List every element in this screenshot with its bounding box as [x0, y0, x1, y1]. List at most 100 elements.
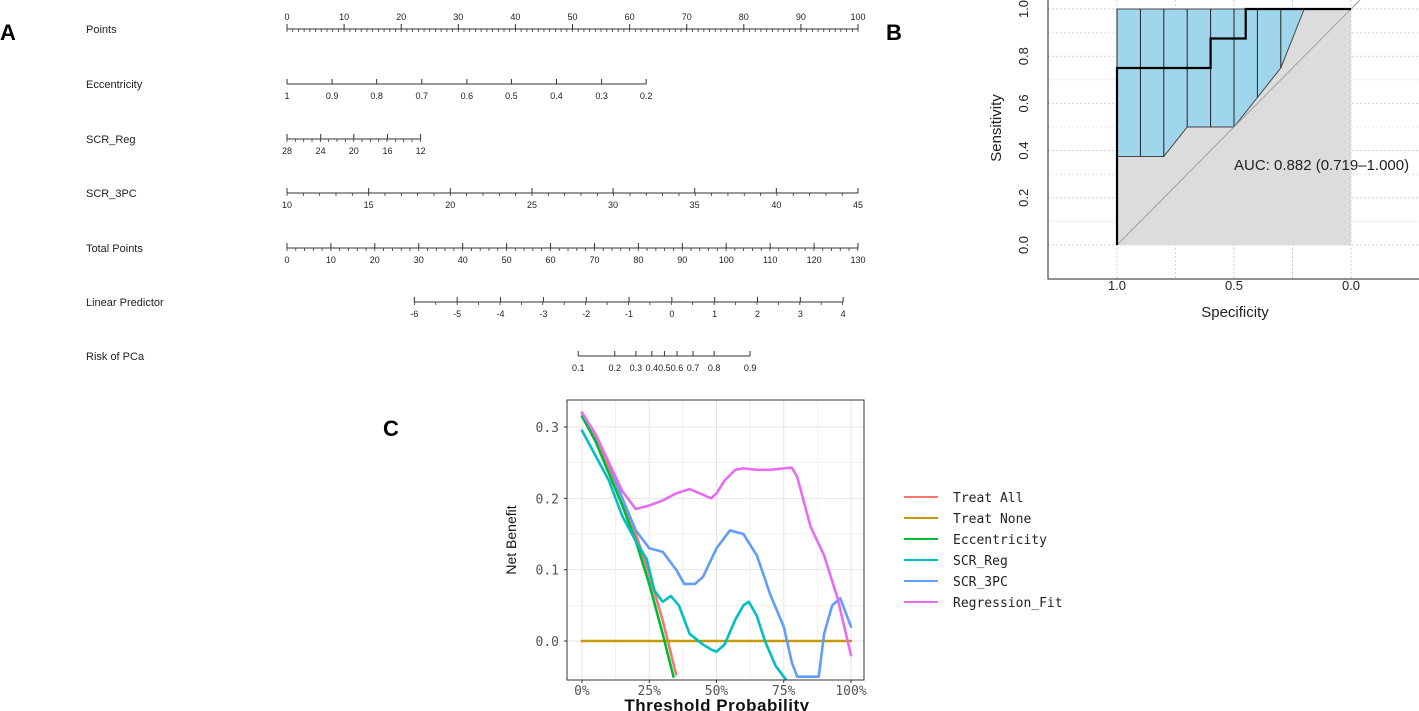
- nomogram-tick-label: 70: [682, 12, 692, 22]
- nomogram-tick-label: 0.4: [646, 363, 659, 373]
- roc-x-tick-label: 0.0: [1342, 278, 1360, 293]
- nomogram-tick-label: 100: [719, 255, 734, 265]
- nomogram-tick-label: 0.5: [505, 91, 518, 101]
- nomogram-tick-label: 10: [326, 255, 336, 265]
- roc-frame: [1047, 0, 1419, 280]
- roc-x-axis-label: Specificity: [1201, 304, 1269, 321]
- nomogram-tick-label: 60: [546, 255, 556, 265]
- nomogram-tick-label: 50: [502, 255, 512, 265]
- nomogram-tick-label: 70: [589, 255, 599, 265]
- nomogram-tick-label: 20: [396, 12, 406, 22]
- nomogram-tick-label: 15: [364, 200, 374, 210]
- nomogram-tick-label: 80: [739, 12, 749, 22]
- dca-x-tick-label: 50%: [705, 684, 729, 699]
- nomogram-tick-label: 0.1: [572, 363, 585, 373]
- nomogram-tick-label: 90: [796, 12, 806, 22]
- dca-x-axis-label: Threshold Probability: [624, 696, 809, 711]
- nomogram-tick-label: 120: [807, 255, 822, 265]
- nomogram-row-label-3: SCR_Reg: [86, 134, 136, 146]
- dca-x-tick-label: 0%: [574, 684, 590, 699]
- dca-series-line-5: [580, 411, 853, 678]
- nomogram-tick-label: 28: [282, 146, 292, 156]
- nomogram-tick-label: 30: [414, 255, 424, 265]
- nomogram-tick-label: 35: [690, 200, 700, 210]
- nomogram-tick-label: 0.3: [595, 91, 608, 101]
- nomogram-tick-label: 0.7: [415, 91, 428, 101]
- roc-auc-annotation: AUC: 0.882 (0.719–1.000): [1234, 157, 1409, 174]
- nomogram-tick-label: 24: [316, 146, 326, 156]
- roc-y-tick-label: 0.4: [1016, 142, 1031, 160]
- nomogram-tick-label: 0: [284, 12, 289, 22]
- roc-x-tick-label: 1.0: [1108, 278, 1126, 293]
- nomogram-tick-label: 0.8: [370, 91, 383, 101]
- nomogram-tick-label: 40: [771, 200, 781, 210]
- nomogram-row-label-4: SCR_3PC: [86, 188, 137, 200]
- dca-series-line-3: [580, 414, 675, 678]
- nomogram-tick-label: 3: [798, 309, 803, 319]
- nomogram-tick-label: 0.9: [326, 91, 339, 101]
- nomogram-tick-label: 0.6: [461, 91, 474, 101]
- dca-series-line-4: [580, 429, 788, 680]
- nomogram-tick-label: -1: [625, 309, 633, 319]
- nomogram-tick-label: 10: [339, 12, 349, 22]
- nomogram-tick-label: 0.6: [671, 363, 684, 373]
- nomogram-tick-label: 0: [284, 255, 289, 265]
- roc-y-tick-label: 1.0: [1016, 0, 1031, 18]
- nomogram-tick-label: 40: [510, 12, 520, 22]
- roc-diagonal-ext: [1350, 0, 1361, 10]
- panel-label-a: A: [0, 20, 16, 45]
- nomogram-tick-label: 0.2: [640, 91, 653, 101]
- dca-x-tick-label: 100%: [835, 684, 866, 699]
- nomogram-tick-label: 12: [416, 146, 426, 156]
- nomogram-row-label-6: Linear Predictor: [86, 297, 164, 309]
- nomogram-tick-label: 0.8: [708, 363, 721, 373]
- dca-y-tick-label: 0.1: [536, 564, 559, 579]
- nomogram-tick-label: 60: [625, 12, 635, 22]
- dca-lines: [580, 411, 853, 680]
- nomogram-tick-label: 16: [382, 146, 392, 156]
- nomogram-tick-label: 40: [458, 255, 468, 265]
- nomogram-tick-label: 25: [527, 200, 537, 210]
- nomogram-tick-label: 4: [841, 309, 846, 319]
- nomogram-tick-label: 0.3: [630, 363, 643, 373]
- dca-x-tick-label: 25%: [638, 684, 662, 699]
- nomogram-tick-label: 20: [445, 200, 455, 210]
- dca-series-line-6: [580, 411, 853, 657]
- dca-legend-label-2: Treat None: [953, 512, 1031, 527]
- nomogram-tick-label: 110: [763, 255, 777, 265]
- nomogram-tick-label: 0.4: [550, 91, 563, 101]
- dca-legend-label-1: Treat All: [953, 491, 1023, 506]
- roc-y-axis-label: Sensitivity: [988, 94, 1005, 162]
- roc-x-tick-label: 0.5: [1225, 278, 1243, 293]
- nomogram-tick-label: -6: [410, 309, 418, 319]
- nomogram-tick-label: 0.5: [658, 363, 671, 373]
- roc-y-tick-label: 0.0: [1016, 236, 1031, 254]
- panel-label-b: B: [886, 20, 902, 45]
- nomogram-tick-label: 1: [284, 91, 289, 101]
- nomogram-tick-label: 2: [755, 309, 760, 319]
- dca-y-tick-label: 0.0: [536, 635, 559, 650]
- dca-legend-label-3: Eccentricity: [953, 533, 1047, 548]
- nomogram-tick-label: -2: [582, 309, 590, 319]
- dca-y-axis-label: Net Benefit: [503, 505, 519, 574]
- nomogram-tick-label: 50: [567, 12, 577, 22]
- dca-y-tick-label: 0.3: [536, 421, 559, 436]
- nomogram-tick-label: 0.7: [687, 363, 700, 373]
- nomogram-tick-label: -4: [497, 309, 505, 319]
- decision-curve-panel: 0% 25% 50% 75% 100% 0.0 0.1 0.2 0.3 Treat All Trea…: [503, 399, 1063, 711]
- nomogram-tick-label: 0: [669, 309, 674, 319]
- nomogram-tick-label: 0.2: [608, 363, 621, 373]
- nomogram-tick-label: 130: [850, 255, 865, 265]
- dca-x-tick-label: 75%: [772, 684, 796, 699]
- roc-curve: [1115, 7, 1351, 245]
- nomogram-tick-label: -5: [453, 309, 461, 319]
- nomogram-tick-label: 90: [677, 255, 687, 265]
- nomogram-tick-label: 20: [349, 146, 359, 156]
- nomogram-tick-label: -3: [539, 309, 547, 319]
- nomogram-row-label-2: Eccentricity: [86, 79, 143, 91]
- dca-plot-area: [567, 400, 864, 680]
- dca-frame: [566, 399, 865, 681]
- nomogram-tick-label: 30: [608, 200, 618, 210]
